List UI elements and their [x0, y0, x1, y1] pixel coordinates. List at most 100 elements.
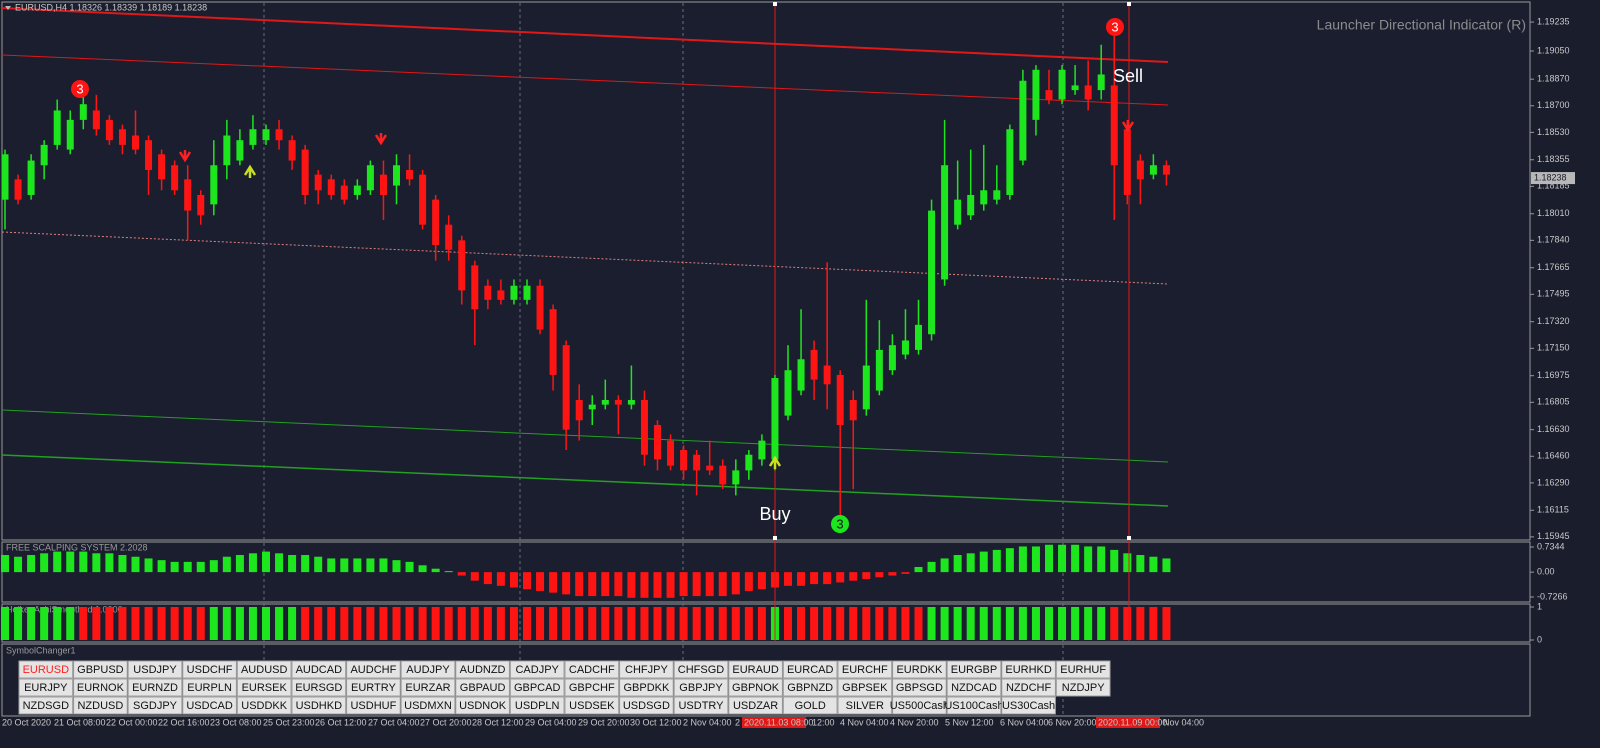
histogram-bar	[418, 607, 427, 640]
symbol-button[interactable]: USDTRY	[673, 696, 729, 715]
candle-body	[145, 140, 153, 170]
button-face	[127, 696, 183, 715]
histogram-bar	[379, 558, 388, 573]
y-tick-label: 1.16805	[1537, 397, 1570, 407]
symbol-button[interactable]: CADCHF	[564, 660, 620, 679]
symbol-button[interactable]: AUDCHF	[346, 660, 401, 679]
symbol-button[interactable]: EURUSD	[18, 660, 74, 679]
histogram-bar	[301, 607, 310, 640]
symbol-button[interactable]: GBPUSD	[73, 660, 128, 679]
symbol-button[interactable]: AUDUSD	[236, 660, 292, 679]
histogram-bar	[1149, 556, 1158, 573]
symbol-button[interactable]: EURHKD	[1001, 660, 1056, 679]
candle-body	[340, 185, 348, 200]
symbol-button[interactable]: EURDKK	[892, 660, 947, 679]
symbol-button[interactable]: CADJPY	[509, 660, 565, 679]
candle-body	[732, 470, 740, 485]
symbol-button[interactable]: USDHUF	[346, 696, 401, 715]
symbol-button[interactable]: EURPLN	[182, 678, 237, 697]
symbol-button[interactable]: USDMXN	[400, 696, 456, 715]
symbol-button[interactable]: EURSEK	[236, 678, 292, 697]
symbol-button[interactable]: USDZAR	[728, 696, 783, 715]
histogram-bar	[470, 607, 479, 640]
symbol-button[interactable]: AUDNZD	[455, 660, 510, 679]
candle-body	[275, 129, 283, 141]
button-label: USDMXN	[404, 700, 452, 712]
symbol-button[interactable]: GBPDKK	[619, 678, 674, 697]
symbol-button[interactable]: US100Cash	[944, 696, 1004, 715]
histogram-bar	[248, 553, 257, 573]
y-tick-label: 1.16975	[1537, 370, 1570, 380]
button-label: EURZAR	[405, 682, 450, 694]
symbol-button[interactable]: GOLD	[782, 696, 838, 715]
button-face	[782, 696, 838, 715]
histogram-bar	[1, 555, 9, 573]
symbol-button[interactable]: US500Cash	[890, 696, 949, 715]
symbol-button[interactable]: GBPJPY	[673, 678, 729, 697]
candle-body	[928, 210, 936, 335]
collapse-icon[interactable]	[5, 6, 11, 10]
symbol-button[interactable]: CHFJPY	[619, 660, 674, 679]
histogram-bar	[836, 607, 845, 640]
x-tick-label: 20 Oct 2020	[2, 717, 51, 727]
symbol-button[interactable]: NZDCHF	[1001, 678, 1056, 697]
symbol-button[interactable]: AUDCAD	[291, 660, 347, 679]
symbol-button[interactable]: EURHUF	[1055, 660, 1111, 679]
y-tick-label: 1.18185	[1537, 181, 1570, 191]
candle-body	[118, 129, 126, 145]
symbol-button[interactable]: GBPSGD	[892, 678, 947, 697]
symbol-button[interactable]: USDNOK	[455, 696, 510, 715]
symbol-button[interactable]: CHFSGD	[673, 660, 729, 679]
symbol-button[interactable]: GBPSEK	[837, 678, 893, 697]
button-label: GBPCHF	[569, 682, 615, 694]
button-label: EURNOK	[77, 682, 125, 694]
y-tick-label: 1.19235	[1537, 16, 1570, 26]
symbol-button[interactable]: US30Cash	[1001, 696, 1056, 715]
symbol-button[interactable]: EURNZD	[127, 678, 183, 697]
symbol-button[interactable]: USDCAD	[182, 696, 237, 715]
candle-body	[849, 399, 857, 421]
symbol-button[interactable]: USDCHF	[182, 660, 237, 679]
symbol-button[interactable]: GBPNZD	[782, 678, 838, 697]
button-face	[509, 660, 565, 679]
symbol-button[interactable]: USDSEK	[564, 696, 620, 715]
symbol-button[interactable]: GBPNOK	[728, 678, 783, 697]
symbol-button[interactable]: EURTRY	[346, 678, 401, 697]
candle-body	[1071, 85, 1079, 91]
candle-body	[223, 135, 231, 166]
button-label: NZDCHF	[1006, 682, 1051, 694]
symbol-button[interactable]: USDHKD	[291, 696, 347, 715]
candle-body	[458, 240, 466, 291]
symbol-button[interactable]: EURJPY	[18, 678, 74, 697]
histogram-bar	[53, 607, 62, 640]
symbol-button[interactable]: USDSGD	[619, 696, 674, 715]
candle-body	[353, 185, 361, 195]
candle-body	[536, 285, 544, 330]
symbol-button[interactable]: EURSGD	[291, 678, 347, 697]
symbol-button[interactable]: USDPLN	[509, 696, 565, 715]
histogram-bar	[562, 572, 571, 595]
histogram-bar	[144, 558, 153, 573]
symbol-button[interactable]: SGDJPY	[127, 696, 183, 715]
symbol-button[interactable]: NZDJPY	[1055, 678, 1111, 697]
date-highlight	[1096, 717, 1160, 728]
symbol-button[interactable]: EURAUD	[728, 660, 783, 679]
histogram-bar	[1136, 607, 1145, 640]
symbol-button[interactable]: GBPAUD	[455, 678, 510, 697]
symbol-button[interactable]: EURGBP	[946, 660, 1002, 679]
symbol-button[interactable]: NZDUSD	[73, 696, 128, 715]
symbol-button[interactable]: EURZAR	[400, 678, 456, 697]
symbol-button[interactable]: GBPCAD	[509, 678, 565, 697]
sell-label: Sell	[1113, 66, 1143, 86]
symbol-button[interactable]: EURNOK	[73, 678, 128, 697]
histogram-bar	[940, 558, 949, 573]
symbol-button[interactable]: NZDSGD	[18, 696, 74, 715]
symbol-button[interactable]: USDDKK	[236, 696, 292, 715]
symbol-button[interactable]: GBPCHF	[564, 678, 620, 697]
symbol-button[interactable]: NZDCAD	[946, 678, 1002, 697]
symbol-button[interactable]: EURCAD	[782, 660, 838, 679]
symbol-button[interactable]: EURCHF	[837, 660, 893, 679]
symbol-button[interactable]: SILVER	[837, 696, 893, 715]
symbol-button[interactable]: USDJPY	[127, 660, 183, 679]
symbol-button[interactable]: AUDJPY	[400, 660, 456, 679]
